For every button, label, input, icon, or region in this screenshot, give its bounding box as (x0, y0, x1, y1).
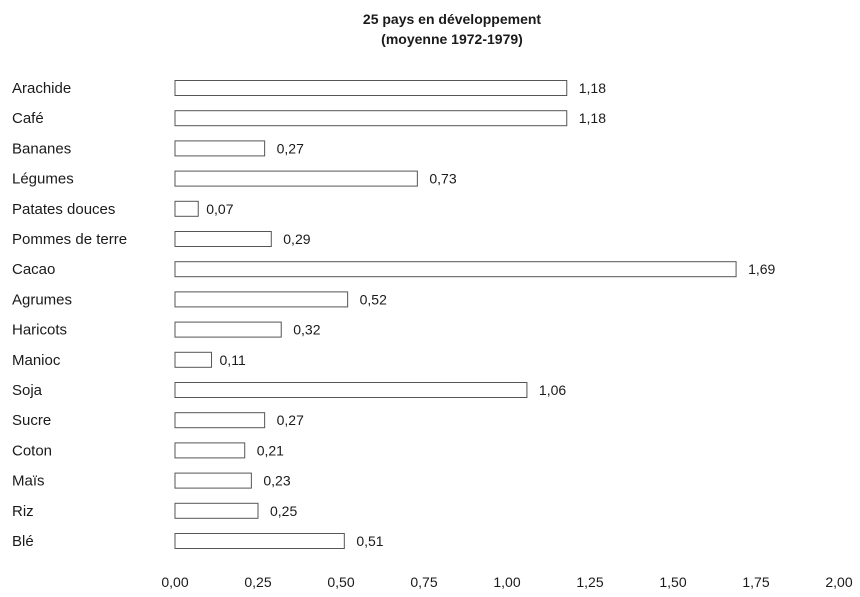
data-label: 0,51 (356, 533, 383, 549)
bar (174, 80, 568, 96)
category-label: Arachide (12, 80, 71, 97)
category-label: Légumes (12, 171, 74, 188)
category-label: Cacao (12, 261, 55, 278)
x-tick-label: 0,75 (410, 574, 437, 590)
bar (174, 533, 345, 549)
bar (174, 472, 252, 489)
category-label: Agrumes (12, 291, 72, 308)
category-label: Café (12, 110, 44, 127)
chart-title: 25 pays en développement (363, 11, 542, 27)
category-label: Sucre (12, 412, 51, 429)
category-label: Blé (12, 533, 34, 550)
category-label: Coton (12, 442, 52, 459)
data-label: 0,25 (270, 503, 297, 519)
category-label: Maïs (12, 473, 45, 490)
bar (174, 442, 246, 459)
bar (174, 200, 199, 217)
data-label: 0,29 (283, 231, 310, 247)
data-label: 0,27 (277, 140, 304, 156)
data-label: 0,07 (206, 201, 233, 217)
x-tick-label: 1,75 (742, 574, 769, 590)
data-label: 1,69 (748, 261, 775, 277)
data-label: 0,11 (220, 352, 246, 368)
x-tick-label: 1,25 (576, 574, 603, 590)
x-tick-label: 0,00 (161, 574, 188, 590)
data-label: 0,73 (429, 171, 456, 187)
data-label: 0,32 (293, 322, 320, 338)
bar (174, 170, 418, 187)
data-label: 0,23 (263, 473, 290, 489)
category-label: Patates douces (12, 201, 115, 218)
x-tick-label: 1,50 (659, 574, 686, 590)
bar (174, 412, 266, 429)
x-tick-label: 1,00 (493, 574, 520, 590)
x-tick-label: 0,25 (244, 574, 271, 590)
bar (174, 382, 528, 398)
chart-subtitle: (moyenne 1972-1979) (381, 31, 523, 47)
x-tick-label: 0,50 (327, 574, 354, 590)
data-label: 0,27 (277, 412, 304, 428)
category-label: Haricots (12, 322, 67, 339)
data-label: 1,18 (579, 110, 606, 126)
bar (174, 351, 213, 368)
bar (174, 291, 349, 308)
bars-layer: Arachide 1,18 Café 1,18 Bananes 0,27 Légumes 0,… (12, 80, 776, 550)
data-label: 0,52 (360, 291, 387, 307)
category-label: Manioc (12, 352, 61, 369)
x-tick-label: 2,00 (825, 574, 852, 590)
x-axis-ticks: 0,00 0,25 0,50 0,75 1,00 1,25 1,50 1,75 2,00 (161, 574, 852, 590)
bar (174, 110, 568, 127)
category-label: Pommes de terre (12, 231, 127, 248)
bar (174, 231, 272, 247)
data-label: 1,18 (579, 80, 606, 96)
category-label: Soja (12, 382, 43, 399)
bar (174, 261, 737, 278)
bar (174, 321, 282, 338)
category-label: Bananes (12, 140, 71, 157)
data-label: 0,21 (257, 442, 284, 458)
category-label: Riz (12, 503, 34, 520)
data-label: 1,06 (539, 382, 566, 398)
bar (174, 502, 259, 519)
bar (174, 140, 266, 157)
